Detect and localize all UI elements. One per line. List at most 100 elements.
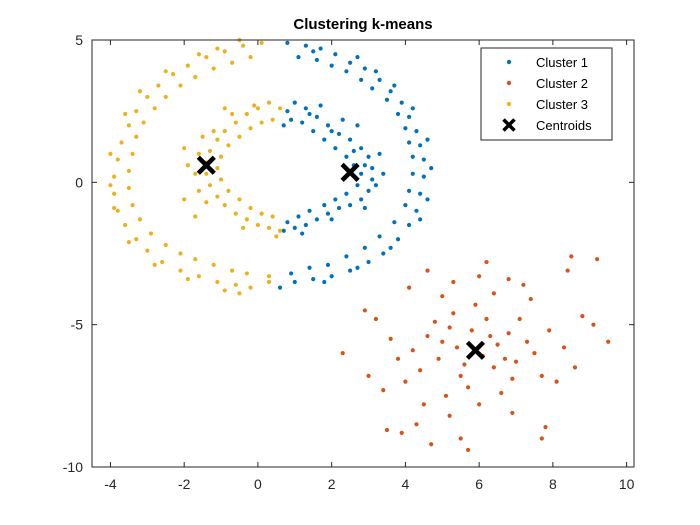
data-point	[421, 157, 426, 162]
data-point	[403, 203, 408, 208]
data-point	[215, 166, 220, 171]
data-point	[491, 365, 496, 370]
data-point	[248, 54, 253, 60]
data-point	[355, 54, 360, 60]
data-point	[289, 117, 294, 122]
data-point	[230, 60, 235, 65]
data-point	[462, 362, 467, 367]
data-point	[259, 211, 264, 216]
legend-marker	[506, 59, 512, 65]
data-point	[418, 143, 423, 148]
data-point	[126, 168, 131, 174]
data-point	[145, 94, 150, 100]
data-point	[215, 279, 220, 285]
data-point	[196, 188, 202, 193]
data-point	[606, 339, 611, 344]
data-point	[425, 268, 430, 273]
data-point	[336, 205, 342, 211]
data-point	[359, 77, 364, 82]
data-point	[314, 114, 320, 119]
data-point	[421, 174, 426, 179]
data-point	[543, 425, 548, 430]
data-point	[406, 188, 412, 193]
data-point	[410, 171, 415, 176]
data-point	[244, 111, 249, 117]
data-point	[440, 294, 445, 299]
data-point	[510, 376, 515, 381]
data-point	[185, 163, 190, 168]
x-tick-label: 8	[549, 476, 557, 492]
data-point	[377, 234, 382, 239]
x-tick-label: 6	[475, 476, 483, 492]
data-point	[547, 328, 552, 333]
data-point	[222, 203, 227, 208]
data-point	[123, 111, 128, 117]
data-point	[359, 146, 364, 151]
data-point	[300, 120, 305, 125]
data-point	[182, 146, 187, 151]
data-point	[454, 345, 460, 350]
data-point	[108, 183, 113, 188]
data-point	[134, 237, 139, 242]
data-point	[230, 111, 235, 117]
legend-label: Cluster 2	[536, 76, 588, 91]
data-point	[347, 60, 353, 65]
data-point	[344, 69, 349, 74]
data-point	[325, 211, 331, 216]
data-point	[329, 63, 334, 68]
y-tick-label: -5	[71, 317, 84, 333]
x-tick-label: -4	[104, 476, 117, 492]
data-point	[123, 222, 128, 228]
data-point	[296, 214, 301, 219]
centroid-marker	[465, 340, 486, 360]
data-point	[171, 72, 176, 77]
data-point	[303, 106, 308, 111]
data-point	[344, 191, 349, 196]
data-point	[145, 248, 150, 253]
data-point	[255, 222, 261, 228]
data-points	[108, 37, 611, 453]
data-point	[340, 351, 345, 356]
data-point	[215, 46, 220, 51]
data-point	[207, 148, 213, 154]
data-point	[432, 319, 437, 324]
data-point	[307, 111, 312, 117]
data-point	[233, 282, 238, 287]
data-point	[340, 117, 345, 122]
legend-marker	[506, 80, 512, 86]
data-point	[414, 208, 419, 213]
data-point	[248, 126, 253, 131]
data-point	[182, 197, 187, 202]
data-point	[292, 225, 297, 230]
data-point	[281, 228, 286, 233]
data-point	[277, 228, 283, 233]
data-point	[370, 177, 375, 182]
data-point	[314, 217, 320, 222]
data-point	[336, 131, 342, 137]
data-point	[373, 69, 379, 74]
data-point	[451, 279, 456, 285]
data-point	[259, 40, 264, 45]
data-point	[200, 134, 205, 139]
legend-item: Cluster 3	[506, 97, 588, 112]
legend-label: Cluster 3	[536, 97, 588, 112]
data-point	[311, 128, 316, 134]
data-point	[152, 106, 157, 111]
data-point	[351, 148, 356, 154]
data-point	[248, 205, 253, 211]
data-point	[524, 339, 530, 344]
data-point	[244, 271, 249, 276]
data-point	[163, 69, 168, 74]
data-point	[447, 413, 452, 418]
data-point	[591, 322, 596, 327]
data-point	[329, 217, 334, 222]
data-point	[178, 83, 183, 88]
data-point	[429, 442, 434, 447]
data-point	[311, 49, 316, 54]
data-point	[196, 274, 202, 279]
data-point	[388, 245, 393, 250]
data-point	[244, 217, 249, 222]
data-point	[296, 54, 301, 60]
data-point	[193, 214, 198, 219]
data-point	[528, 296, 533, 302]
